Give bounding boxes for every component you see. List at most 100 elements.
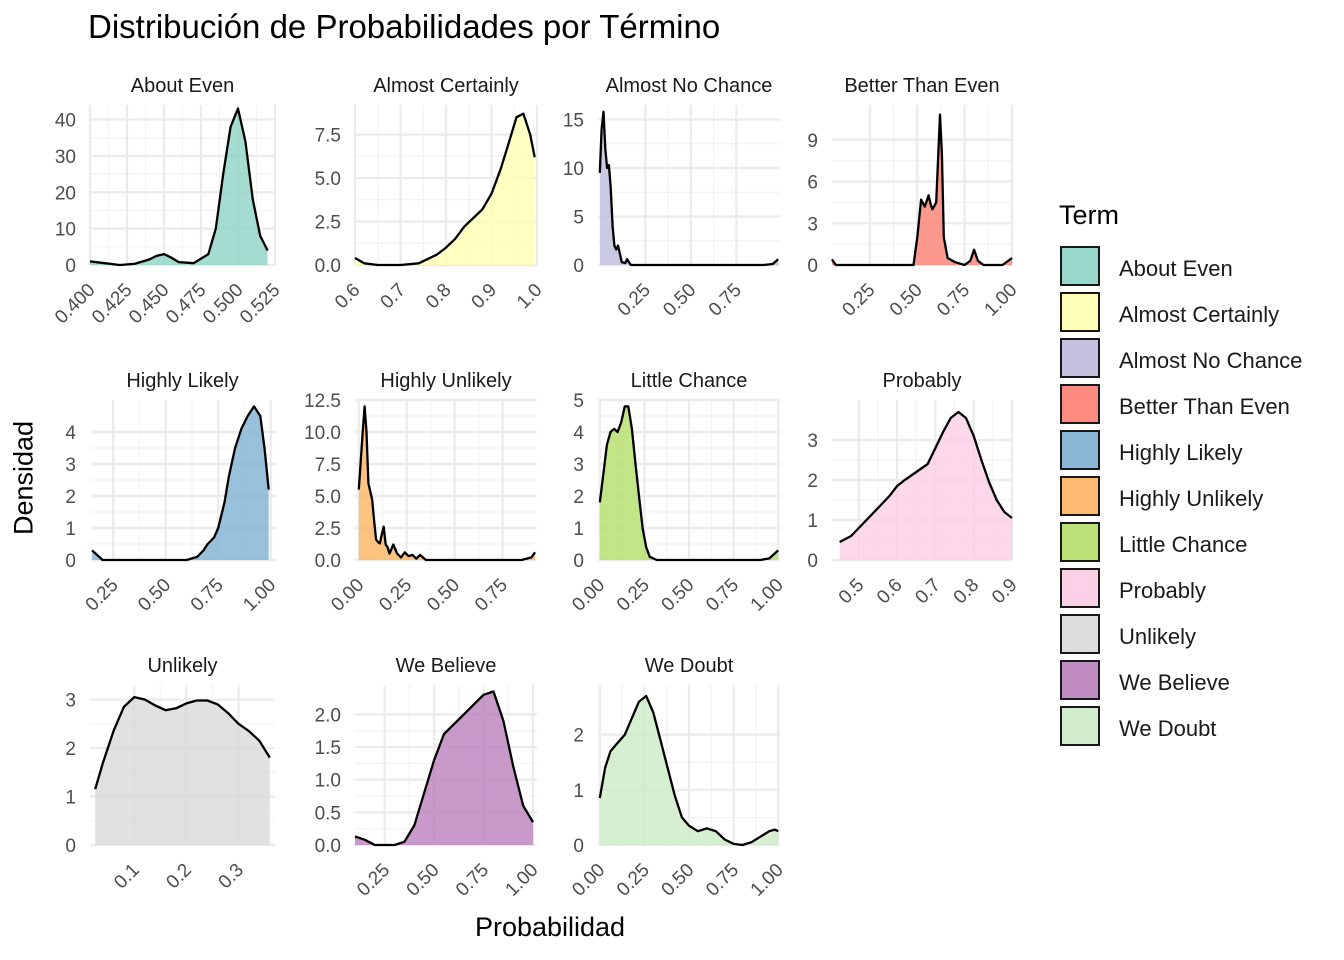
x-tick-label: 0.400 <box>51 280 99 328</box>
y-axis-label: Densidad <box>8 420 39 536</box>
y-tick-label: 20 <box>55 183 76 204</box>
x-axis-label: Probabilidad <box>474 912 626 942</box>
legend-label: We Believe <box>1119 670 1230 695</box>
y-tick-label: 2 <box>573 726 584 747</box>
legend-key-swatch <box>1060 614 1100 654</box>
density-line-unlikely <box>94 695 271 790</box>
x-tick-label: 0.75 <box>187 575 228 616</box>
legend-label: About Even <box>1119 256 1233 281</box>
y-tick-label: 6 <box>807 173 818 194</box>
y-tick-label: 0 <box>65 256 76 277</box>
x-tick-label: 0.50 <box>403 860 444 901</box>
x-tick-label: 0.8 <box>422 280 456 314</box>
legend-item-little-chance: Little Chance <box>1059 521 1339 565</box>
legend-item-unlikely: Unlikely <box>1059 613 1339 657</box>
panel-unlikely: Unlikely 0 1 2 3 0.1 0.2 0.3 <box>65 655 275 893</box>
x-tick-label: 1.00 <box>747 575 788 616</box>
panel-title: We Believe <box>396 655 497 677</box>
x-tick-label: 0.25 <box>613 860 654 901</box>
y-tick-label: 1 <box>65 519 76 540</box>
y-tick-label: 3 <box>807 431 818 452</box>
legend-item-about-even: About Even <box>1059 245 1339 289</box>
y-tick-label: 1 <box>573 519 584 540</box>
density-area-better-than-even <box>832 114 1012 265</box>
x-tick-label: 0.25 <box>613 575 654 616</box>
x-tick-label: 0.8 <box>950 575 984 609</box>
density-area-we-believe <box>355 691 534 845</box>
legend-key-swatch <box>1060 522 1100 562</box>
x-tick-label: 0.500 <box>199 280 247 328</box>
legend-item-probably: Probably <box>1059 567 1339 611</box>
density-area-we-doubt <box>599 696 779 845</box>
legend-item-almost-certainly: Almost Certainly <box>1059 291 1339 335</box>
x-tick-label: 0.25 <box>614 280 655 321</box>
y-tick-label: 4 <box>573 423 584 444</box>
y-tick-label: 5 <box>573 208 584 229</box>
legend-label: Unlikely <box>1119 624 1197 649</box>
density-line-almost-no-chance <box>598 110 779 267</box>
panel-almost-no-chance: Almost No Chance 0 5 10 15 0.25 0.50 0.75 <box>563 75 780 321</box>
y-tick-label: 2 <box>573 487 584 508</box>
density-area-little-chance <box>599 406 779 560</box>
y-tick-label: 30 <box>55 147 76 168</box>
y-tick-label: 3 <box>807 214 818 235</box>
legend-item-highly-unlikely: Highly Unlikely <box>1059 475 1339 519</box>
density-area-highly-likely <box>92 406 269 560</box>
x-tick-label: 0.9 <box>468 280 502 314</box>
y-tick-label: 5.0 <box>315 487 341 508</box>
legend-item-better-than-even: Better Than Even <box>1059 383 1339 427</box>
legend-label: Highly Unlikely <box>1119 486 1264 511</box>
y-tick-label: 0.0 <box>315 551 341 572</box>
x-tick-label: 0.25 <box>82 575 123 616</box>
y-tick-label: 3 <box>65 691 76 712</box>
panel-we-doubt: We Doubt 0 1 2 0.00 0.25 0.50 0.75 1.00 <box>568 655 787 901</box>
legend-label: Highly Likely <box>1119 440 1243 465</box>
legend-item-highly-likely: Highly Likely <box>1059 429 1339 473</box>
legend-label: Almost No Chance <box>1119 348 1303 373</box>
legend-label: Almost Certainly <box>1119 302 1280 327</box>
x-tick-label: 0.50 <box>658 575 699 616</box>
y-tick-label: 0 <box>573 256 584 277</box>
x-tick-label: 0.1 <box>110 860 144 894</box>
x-tick-label: 0.6 <box>873 575 907 609</box>
y-tick-label: 3 <box>65 455 76 476</box>
x-tick-label: 0.00 <box>568 575 609 616</box>
density-line-highly-likely <box>91 405 270 562</box>
legend-item-we-doubt: We Doubt <box>1059 705 1339 749</box>
x-tick-label: 0.525 <box>236 280 284 328</box>
y-tick-label: 7.5 <box>315 455 341 476</box>
x-tick-label: 0.475 <box>162 280 210 328</box>
y-tick-label: 0 <box>573 836 584 857</box>
x-tick-label: 0.75 <box>452 860 493 901</box>
y-tick-label: 1.5 <box>315 738 341 759</box>
density-line-highly-unlikely <box>357 405 537 562</box>
legend-key-swatch <box>1060 246 1100 286</box>
y-tick-label: 0 <box>573 551 584 572</box>
density-area-about-even <box>90 108 268 265</box>
x-tick-label: 0.25 <box>375 575 416 616</box>
y-tick-label: 10 <box>55 220 76 241</box>
legend-key-swatch <box>1060 476 1100 516</box>
panel-title: Almost No Chance <box>606 75 773 97</box>
panel-better-than-even: Better Than Even 0 3 6 9 0.25 0.50 0.75 1.00 <box>807 75 1021 321</box>
x-tick-label: 0.50 <box>659 280 700 321</box>
x-tick-label: 1.00 <box>747 860 788 901</box>
x-tick-label: 0.7 <box>911 575 945 609</box>
legend-key-swatch <box>1060 568 1100 608</box>
y-tick-label: 0 <box>807 551 818 572</box>
y-tick-label: 0 <box>65 551 76 572</box>
density-line-better-than-even <box>831 113 1013 267</box>
x-tick-label: 0.9 <box>988 575 1022 609</box>
x-tick-label: 0.00 <box>568 860 609 901</box>
y-tick-label: 7.5 <box>315 126 341 147</box>
y-tick-label: 2.0 <box>315 705 341 726</box>
density-area-almost-no-chance <box>599 111 779 265</box>
y-tick-label: 1 <box>573 781 584 802</box>
legend-label: Little Chance <box>1119 532 1248 557</box>
panel-title: Little Chance <box>631 370 748 392</box>
y-tick-label: 0 <box>807 256 818 277</box>
panel-title: Highly Unlikely <box>380 370 511 392</box>
y-tick-label: 2 <box>807 471 818 492</box>
x-tick-label: 0.75 <box>933 280 974 321</box>
y-tick-label: 10.0 <box>304 423 341 444</box>
